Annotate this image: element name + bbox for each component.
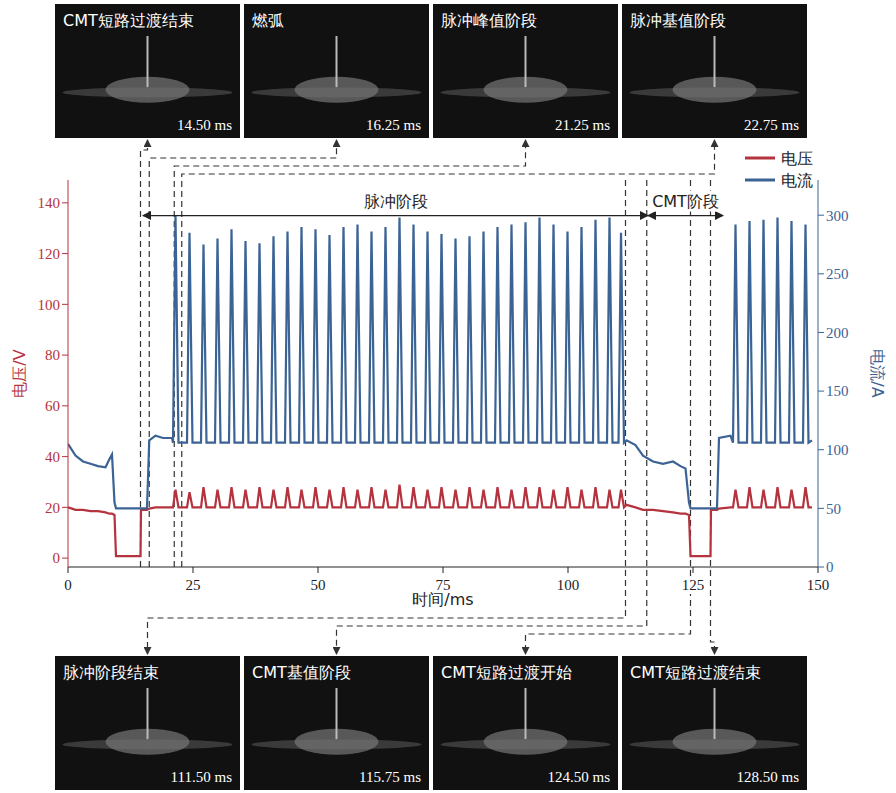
svg-text:100: 100 xyxy=(826,442,849,458)
svg-text:CMT短路过渡结束: CMT短路过渡结束 xyxy=(630,663,761,682)
svg-text:150: 150 xyxy=(826,383,849,399)
svg-text:CMT基值阶段: CMT基值阶段 xyxy=(252,663,351,682)
svg-text:20: 20 xyxy=(45,500,60,516)
svg-text:300: 300 xyxy=(826,208,849,224)
svg-text:125: 125 xyxy=(682,577,705,593)
svg-text:60: 60 xyxy=(45,398,60,414)
svg-text:燃弧: 燃弧 xyxy=(252,11,284,30)
svg-text:电压/V: 电压/V xyxy=(10,349,29,397)
svg-text:100: 100 xyxy=(38,297,61,313)
svg-text:80: 80 xyxy=(45,347,60,363)
svg-text:14.50 ms: 14.50 ms xyxy=(177,117,232,133)
svg-text:CMT阶段: CMT阶段 xyxy=(652,192,719,211)
svg-text:128.50 ms: 128.50 ms xyxy=(736,769,799,785)
svg-text:115.75 ms: 115.75 ms xyxy=(359,769,421,785)
svg-text:电压: 电压 xyxy=(781,149,813,168)
svg-text:75: 75 xyxy=(435,577,451,593)
svg-text:CMT短路过渡开始: CMT短路过渡开始 xyxy=(441,663,572,682)
svg-text:40: 40 xyxy=(45,449,60,465)
svg-text:脉冲峰值阶段: 脉冲峰值阶段 xyxy=(441,11,537,30)
svg-text:脉冲阶段: 脉冲阶段 xyxy=(364,192,428,211)
svg-text:脉冲阶段结束: 脉冲阶段结束 xyxy=(63,663,159,682)
svg-text:200: 200 xyxy=(826,325,849,341)
svg-text:16.25 ms: 16.25 ms xyxy=(366,117,421,133)
svg-text:25: 25 xyxy=(186,577,201,593)
svg-text:50: 50 xyxy=(311,577,326,593)
svg-text:250: 250 xyxy=(826,266,849,282)
svg-text:21.25 ms: 21.25 ms xyxy=(555,117,610,133)
svg-text:111.50 ms: 111.50 ms xyxy=(171,769,233,785)
svg-text:150: 150 xyxy=(807,577,830,593)
svg-text:0: 0 xyxy=(64,577,72,593)
svg-text:电流: 电流 xyxy=(781,171,813,190)
svg-text:22.75 ms: 22.75 ms xyxy=(744,117,799,133)
svg-text:CMT短路过渡结束: CMT短路过渡结束 xyxy=(63,11,194,30)
svg-text:脉冲基值阶段: 脉冲基值阶段 xyxy=(630,11,726,30)
svg-text:时间/ms: 时间/ms xyxy=(412,590,473,609)
svg-text:120: 120 xyxy=(38,246,61,262)
svg-text:100: 100 xyxy=(557,577,580,593)
svg-text:0: 0 xyxy=(826,559,834,575)
svg-text:电流/A: 电流/A xyxy=(868,349,887,397)
svg-text:140: 140 xyxy=(38,195,61,211)
svg-text:0: 0 xyxy=(53,550,61,566)
svg-text:50: 50 xyxy=(826,501,841,517)
svg-text:124.50 ms: 124.50 ms xyxy=(547,769,610,785)
